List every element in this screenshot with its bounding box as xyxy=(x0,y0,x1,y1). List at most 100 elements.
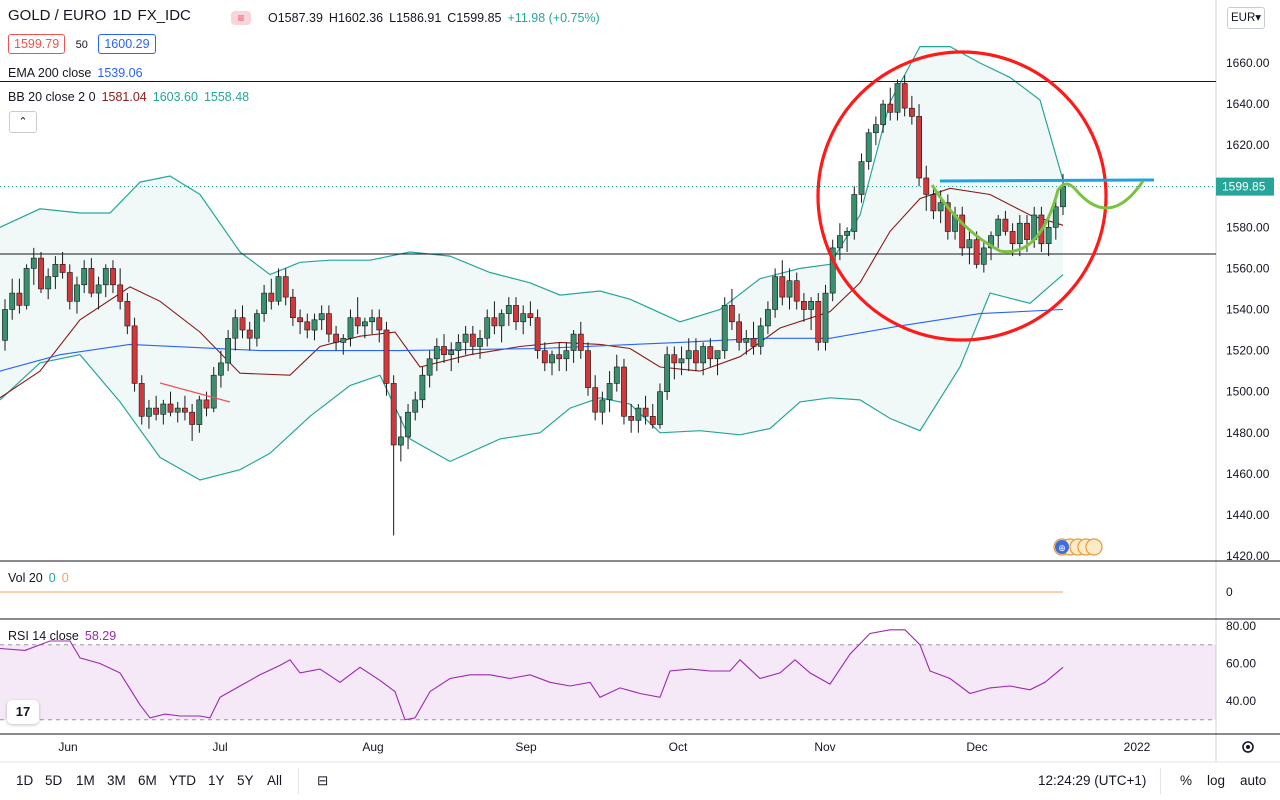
log-toggle[interactable]: log xyxy=(1207,773,1226,788)
price-tick-label: 1540.00 xyxy=(1226,303,1270,317)
candle-body xyxy=(16,292,23,306)
symbol-name[interactable]: GOLD / EURO xyxy=(8,7,107,24)
time-tick-label: Sep xyxy=(515,740,537,754)
candle-body xyxy=(311,319,318,331)
price-axis[interactable]: 1660.001640.001620.001600.001580.001560.… xyxy=(1216,56,1274,563)
volume-legend[interactable]: Vol 20 0 0 xyxy=(8,571,75,585)
cup-handle-curve xyxy=(930,180,1145,254)
candle-body xyxy=(549,354,555,364)
candle-body xyxy=(182,407,188,413)
candle-body xyxy=(973,239,980,265)
candle-body xyxy=(980,247,987,265)
current-price-marker xyxy=(1216,177,1274,196)
bb-lower-value: 1558.48 xyxy=(203,90,250,104)
tradingview-logo[interactable]: 17 xyxy=(7,700,39,724)
candle-body xyxy=(347,317,354,339)
settings-gear-icon[interactable] xyxy=(1242,741,1254,753)
highlight-circle xyxy=(816,50,1108,342)
candle-body xyxy=(764,309,771,327)
candle-body xyxy=(793,280,800,302)
chevron-down-icon: ▾ xyxy=(1255,12,1262,24)
candle-body xyxy=(38,257,44,290)
market-status-icon[interactable]: ≡ xyxy=(231,11,251,25)
price-tick-label: 1560.00 xyxy=(1226,261,1270,275)
candle-body xyxy=(45,276,52,290)
rsi-legend[interactable]: RSI 14 close 58.29 xyxy=(8,629,122,643)
candle-body xyxy=(707,346,714,360)
timeframe-3m[interactable]: 3M xyxy=(107,773,126,788)
sell-price[interactable]: 1599.79 xyxy=(8,34,66,54)
candle-body xyxy=(1002,218,1009,232)
bid-ask-panel[interactable]: 1599.79 50 1600.29 xyxy=(8,34,156,54)
candle-body xyxy=(369,317,375,323)
candle-body xyxy=(923,177,930,195)
timeframe-5d[interactable]: 5D xyxy=(45,773,63,788)
drawing-overlays[interactable] xyxy=(159,50,1155,403)
volume-tick-label: 0 xyxy=(1226,585,1233,599)
candle-body xyxy=(628,415,635,421)
candle-body xyxy=(455,342,462,351)
auto-toggle[interactable]: auto xyxy=(1240,773,1267,788)
candle-body xyxy=(800,300,807,310)
candle-body xyxy=(757,325,764,347)
price-tick-label: 1480.00 xyxy=(1226,426,1270,440)
candle-body xyxy=(412,399,419,413)
timeframe-6m[interactable]: 6M xyxy=(138,773,157,788)
candle-body xyxy=(174,407,181,413)
candle-body xyxy=(124,300,131,327)
candle-body xyxy=(858,161,865,195)
timeframe-5y[interactable]: 5Y xyxy=(237,773,254,788)
candle-body xyxy=(484,317,491,339)
bb-legend[interactable]: BB 20 close 2 0 1581.04 1603.60 1558.48 xyxy=(8,90,255,104)
percent-toggle[interactable]: % xyxy=(1180,773,1193,788)
date-range-icon[interactable]: ⊟ xyxy=(317,773,329,788)
buy-price[interactable]: 1600.29 xyxy=(98,34,156,54)
currency-button[interactable]: EUR▾ xyxy=(1227,7,1265,29)
low-value: L1586.91 xyxy=(389,11,442,25)
candle-body xyxy=(700,346,706,364)
price-tick-label: 1660.00 xyxy=(1226,56,1270,70)
candle-body xyxy=(66,272,73,302)
timeframe-1d[interactable]: 1D xyxy=(16,773,34,788)
candle-body xyxy=(441,346,447,355)
time-tick-label: 2022 xyxy=(1124,740,1151,754)
ema-value: 1539.06 xyxy=(97,66,143,80)
candle-body xyxy=(808,300,814,310)
compare-icon[interactable]: ⊕ xyxy=(1053,538,1103,556)
time-tick-label: Jun xyxy=(58,740,77,754)
timeframe-ytd[interactable]: YTD xyxy=(169,773,196,788)
candle-body xyxy=(678,358,685,364)
timeframe-1y[interactable]: 1Y xyxy=(208,773,225,788)
rsi-pane: 80.00 60.00 40.00 xyxy=(0,619,1256,721)
bb-label: BB 20 close 2 0 xyxy=(8,90,96,104)
candle-body xyxy=(613,366,620,384)
collapse-legend-button[interactable]: ⌃ xyxy=(9,111,37,133)
time-axis[interactable]: Jun Jul Aug Sep Oct Nov Dec 2022 xyxy=(58,740,1150,754)
ema-label: EMA 200 close xyxy=(8,66,92,80)
bb-upper-value: 1603.60 xyxy=(152,90,198,104)
candle-body xyxy=(606,383,613,401)
candle-body xyxy=(9,292,16,310)
time-tick-label: Jul xyxy=(212,740,227,754)
ema-legend[interactable]: EMA 200 close 1539.06 xyxy=(8,66,149,80)
timeframe-1m[interactable]: 1M xyxy=(76,773,95,788)
candles xyxy=(2,75,1066,536)
main-pane-frame xyxy=(0,0,1216,561)
candle-body xyxy=(462,333,469,343)
symbol-legend[interactable]: GOLD / EURO 1D FX_IDC xyxy=(8,7,197,24)
candle-body xyxy=(664,354,670,393)
candle-body xyxy=(426,358,433,376)
clock-display[interactable]: 12:24:29 (UTC+1) xyxy=(1038,773,1147,788)
ohlc-values: O1587.39 H1602.36 L1586.91 C1599.85 +11.98 (… xyxy=(268,11,606,25)
bb-lower-line xyxy=(0,274,1064,481)
candle-body xyxy=(865,132,872,162)
interval-label[interactable]: 1D xyxy=(112,7,132,24)
candle-body xyxy=(361,321,368,327)
timeframe-all[interactable]: All xyxy=(267,773,283,788)
toolbar-divider xyxy=(298,768,299,794)
candle-body xyxy=(390,383,397,446)
candle-body xyxy=(354,317,361,327)
candle-body xyxy=(721,305,728,351)
candle-body xyxy=(203,399,210,409)
